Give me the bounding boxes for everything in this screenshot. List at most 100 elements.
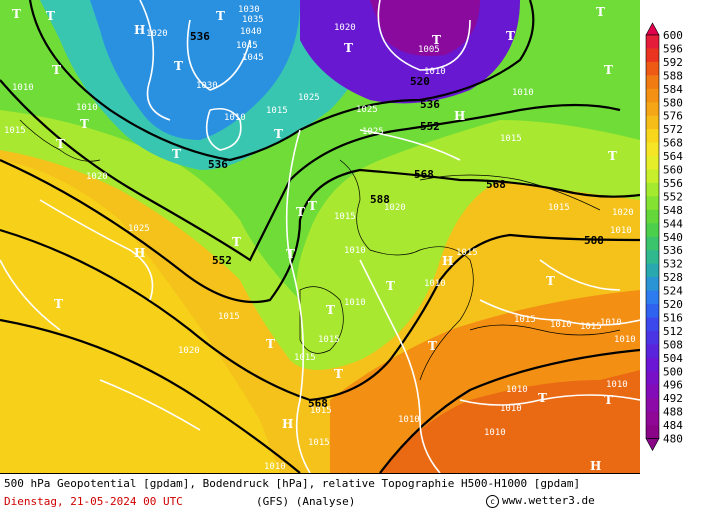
colorbar-label: 552 — [663, 190, 683, 203]
isobar-label: 1040 — [240, 27, 262, 37]
colorbar-label: 504 — [663, 352, 683, 365]
low-marker: T — [274, 127, 283, 141]
colorbar-swatch — [646, 263, 659, 278]
colorbar-label: 488 — [663, 406, 683, 419]
isobar-label: 1020 — [334, 23, 356, 33]
colorbar-label: 496 — [663, 379, 683, 392]
isobar-label: 1025 — [362, 127, 384, 137]
colorbar-label: 508 — [663, 338, 683, 351]
isobar-label: 1020 — [384, 203, 406, 213]
cold-region-blue-deep — [90, 0, 300, 140]
low-marker: T — [432, 33, 441, 47]
geo-label: 536 — [420, 98, 440, 111]
colorbar-swatch — [646, 35, 659, 49]
colorbar-label: 564 — [663, 150, 683, 163]
low-marker: T — [46, 9, 55, 23]
low-marker: T — [232, 235, 241, 249]
colorbar-label: 556 — [663, 177, 683, 190]
low-marker: T — [266, 337, 275, 351]
low-marker: T — [216, 9, 225, 23]
pressure-systems: T T T T T T T T T T T T T T T T T T T T … — [12, 5, 617, 473]
geo-label: 568 — [414, 168, 434, 181]
isobar-label: 1010 — [76, 103, 98, 113]
high-marker: H — [134, 23, 145, 37]
low-marker: T — [546, 274, 555, 288]
isobar-label: 1010 — [12, 83, 34, 93]
isobar-label: 1015 — [308, 438, 330, 448]
colorbar-swatch — [646, 344, 659, 359]
colorbar-swatch — [646, 330, 659, 345]
pressure-labels: 1030 1035 1040 1045 1045 1020 1020 1005 … — [4, 5, 636, 472]
isobar-label: 1015 — [4, 126, 26, 136]
credit[interactable]: c www.wetter3.de — [486, 494, 595, 508]
low-marker: T — [386, 279, 395, 293]
isobar-label: 1010 — [484, 428, 506, 438]
colorbar-swatch — [646, 371, 659, 386]
colorbar-swatch — [646, 182, 659, 197]
isobar-label: 1020 — [86, 172, 108, 182]
colorbar-label: 568 — [663, 137, 683, 150]
isobar-label: 1010 — [512, 88, 534, 98]
colorbar-outline — [645, 34, 660, 439]
isobar-label: 1015 — [334, 212, 356, 222]
colorbar-swatch — [646, 317, 659, 332]
isobar-label: 1010 — [224, 113, 246, 123]
isobar-label: 1015 — [318, 335, 340, 345]
colorbar-label: 528 — [663, 271, 683, 284]
credit-url[interactable]: www.wetter3.de — [502, 494, 595, 507]
colorbar-label: 592 — [663, 56, 683, 69]
colorbar-swatch — [646, 88, 659, 103]
isobar-label: 1025 — [356, 105, 378, 115]
colorbar-swatch — [646, 223, 659, 238]
low-marker: T — [334, 367, 343, 381]
isobar-label: 1025 — [128, 224, 150, 234]
isobar-label: 1015 — [548, 203, 570, 213]
geo-label: 536 — [190, 30, 210, 43]
warm-region-yellow-west — [0, 160, 280, 473]
isobar-label: 1015 — [294, 353, 316, 363]
isobar-label: 1015 — [580, 322, 602, 332]
isobar-label: 1015 — [266, 106, 288, 116]
isobar-label: 1010 — [344, 298, 366, 308]
colorbar-swatch — [646, 129, 659, 143]
low-marker: T — [596, 5, 605, 19]
colorbar-swatch — [646, 236, 659, 251]
colorbar-swatch — [646, 75, 659, 90]
colorbar-swatch — [646, 142, 659, 157]
colorbar-labels: 6005965925885845805765725685645605565525… — [663, 29, 683, 446]
colorbar-label: 484 — [663, 419, 683, 432]
colorbar-label: 560 — [663, 164, 683, 177]
colorbar-swatch — [646, 277, 659, 291]
colorbar-label: 516 — [663, 311, 683, 324]
isobar-label: 1015 — [514, 315, 536, 325]
isobar-label: 1025 — [298, 93, 320, 103]
colorbar-swatch — [646, 411, 659, 426]
colorbar-label: 520 — [663, 298, 683, 311]
colorbar-label: 584 — [663, 83, 683, 96]
map-footer: 500 hPa Geopotential [gpdam], Bodendruck… — [0, 473, 640, 514]
low-core-purple-deep — [370, 0, 480, 56]
high-marker: H — [442, 254, 453, 268]
low-marker: T — [174, 59, 183, 73]
isobar-label: 1015 — [456, 248, 478, 258]
map-description: 500 hPa Geopotential [gpdam], Bodendruck… — [4, 477, 581, 490]
colorbar-label: 512 — [663, 325, 683, 338]
isobar-label: 1015 — [218, 312, 240, 322]
geo-label: 588 — [370, 193, 390, 206]
colorbar-label: 580 — [663, 96, 683, 109]
isobar-label: 1010 — [600, 318, 622, 328]
low-marker: T — [296, 205, 305, 219]
colorbar-swatch — [646, 398, 659, 412]
weather-map: 536 536 520 536 552 552 568 568 588 588 … — [0, 0, 640, 473]
coastlines — [19, 119, 621, 381]
isobar-label: 1010 — [424, 279, 446, 289]
colorbar-swatch — [646, 304, 659, 318]
isobar-label: 1010 — [506, 385, 528, 395]
isobar-label: 1030 — [238, 5, 260, 15]
colorbar-swatches — [645, 22, 660, 452]
isobar-label: 1020 — [612, 208, 634, 218]
colorbar-label: 588 — [663, 69, 683, 82]
isobar-label: 1020 — [146, 29, 168, 39]
copyright-icon: c — [486, 494, 499, 508]
colorbar-label: 600 — [663, 29, 683, 42]
